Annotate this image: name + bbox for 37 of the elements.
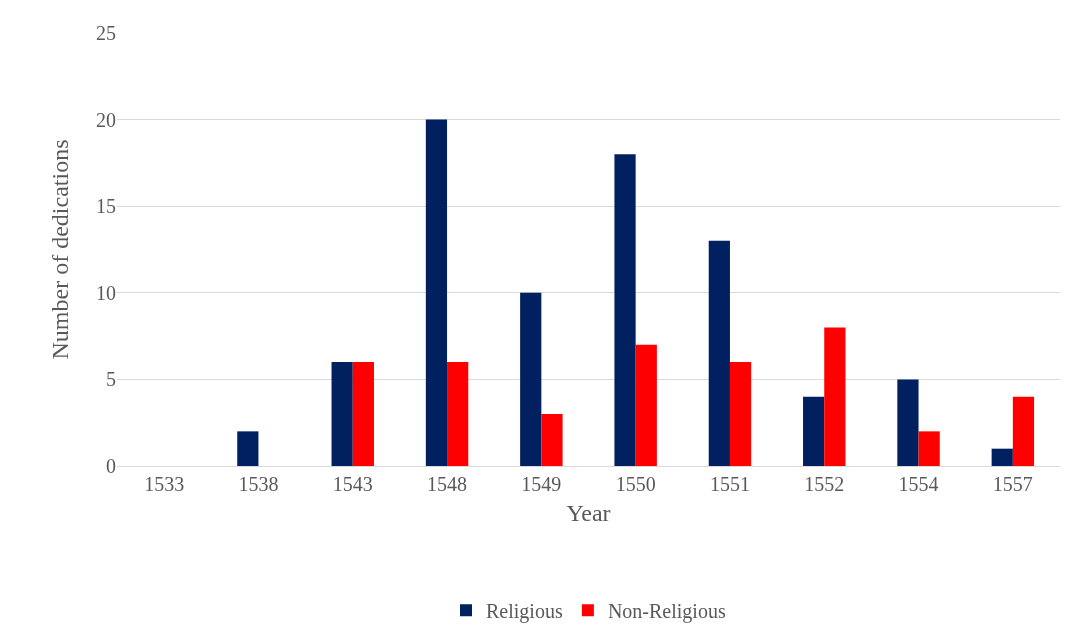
bar [237,431,259,466]
x-tick-label: 1543 [332,473,373,495]
x-tick-label: 1533 [144,473,185,495]
x-tick-label: 1538 [238,473,279,495]
bar [897,379,919,466]
y-tick-label: 10 [96,281,116,304]
x-tick-label: 1549 [521,473,562,495]
y-tick-label: 5 [106,368,116,391]
bar [447,362,469,466]
bar [614,154,636,466]
bar [635,344,657,466]
x-tick-label: 1554 [898,473,939,495]
legend-label: Non-Religious [607,600,726,624]
bar [729,362,752,466]
bar [824,327,846,466]
bar [991,448,1013,466]
x-tick-label: 1550 [615,473,656,495]
x-tick-label: 1552 [804,473,845,495]
y-tick-label: 0 [106,455,116,477]
x-tick-label: 1548 [427,473,468,495]
bar [803,396,825,466]
legend-label: Religious [486,600,563,624]
bar [1012,396,1035,466]
y-tick-label: 15 [96,195,116,218]
bar [708,240,730,466]
y-axis-title: Number of dedications [47,139,74,360]
y-tick-label: 25 [96,22,116,44]
x-tick-label: 1557 [992,473,1033,495]
bar [331,362,353,466]
bar [520,292,542,466]
y-tick-label: 20 [96,108,116,131]
x-axis-title: Year [566,500,611,527]
bar [352,362,374,466]
bar [918,431,940,466]
bar [541,414,563,466]
x-tick-label: 1551 [709,473,750,495]
bar [425,119,448,466]
